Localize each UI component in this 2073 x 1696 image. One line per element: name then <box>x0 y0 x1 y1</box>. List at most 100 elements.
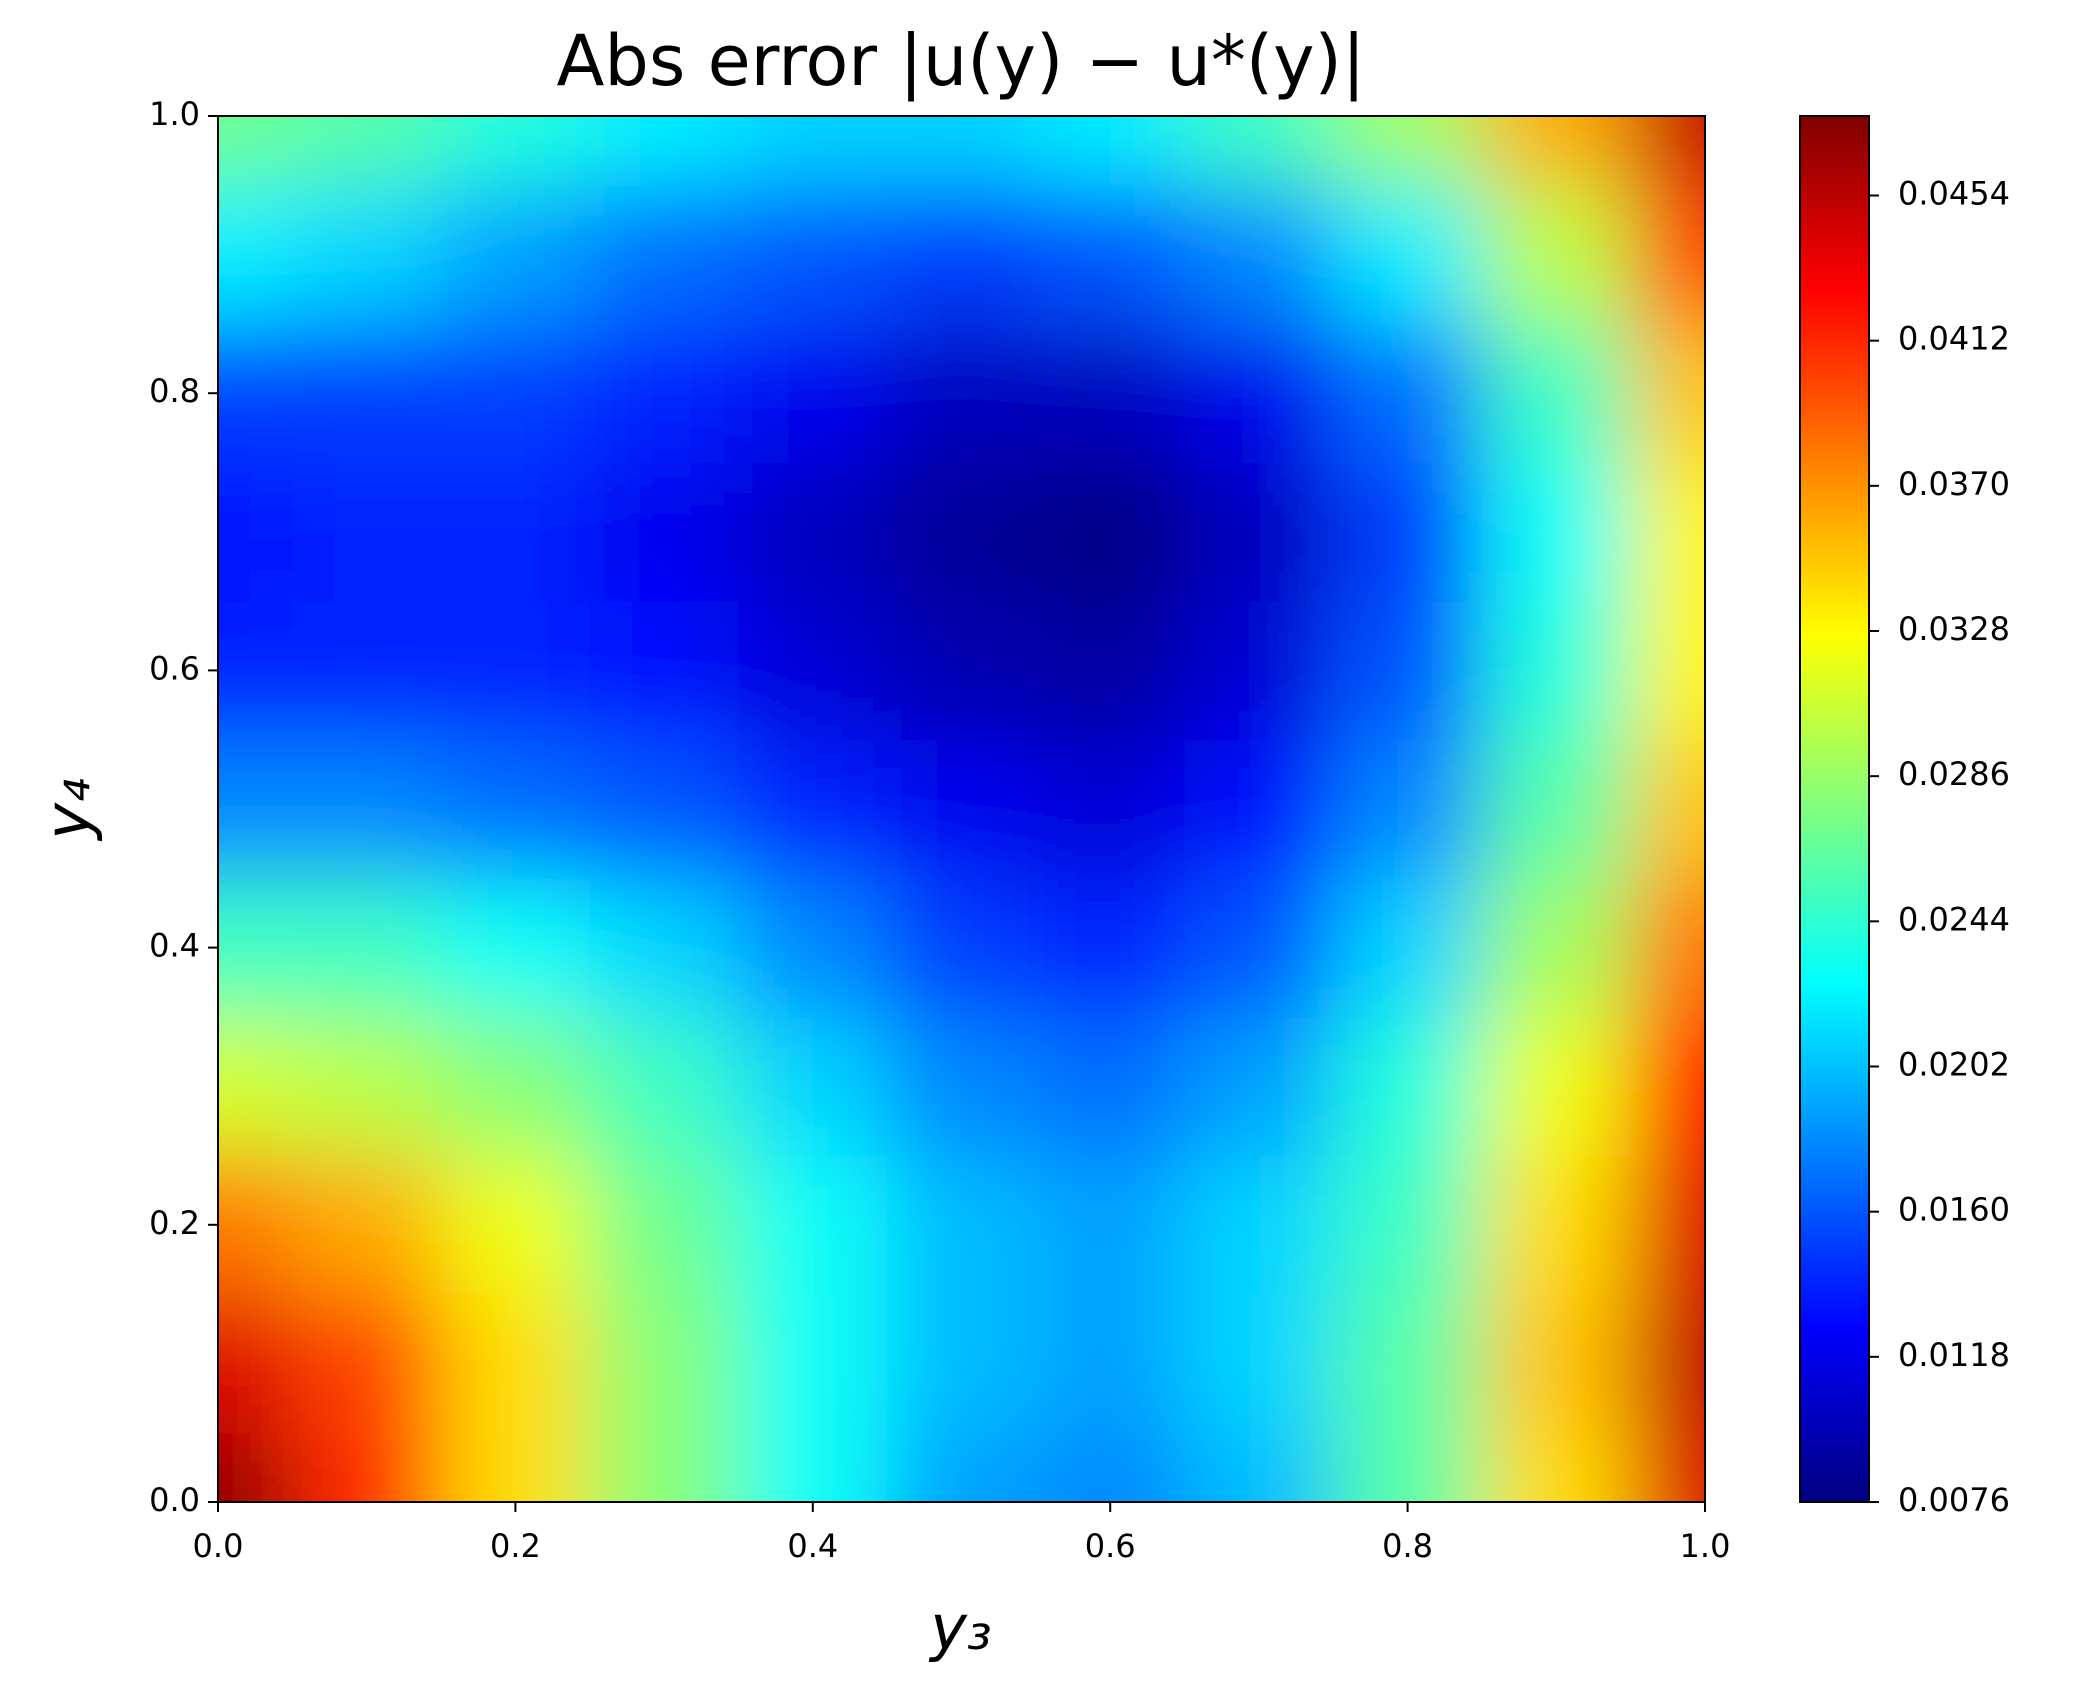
heat-cell <box>292 878 442 1018</box>
heat-cell <box>589 1155 739 1295</box>
heat-cell <box>441 462 591 602</box>
heat-cell <box>1481 185 1632 325</box>
heat-cell <box>738 323 888 463</box>
heat-cell <box>1481 1294 1632 1434</box>
heat-cell <box>589 1016 739 1156</box>
heat-cell <box>738 601 888 741</box>
heat-cell <box>1333 1294 1483 1434</box>
heat-cell <box>1630 1155 1705 1295</box>
heat-cell <box>441 116 591 186</box>
heat-cell <box>1630 323 1705 463</box>
heat-cell <box>738 1294 888 1434</box>
heat-cell <box>738 116 888 186</box>
heat-cell <box>1481 878 1632 1018</box>
x-tick-label: 0.4 <box>787 1527 838 1565</box>
heat-cell <box>589 185 739 325</box>
heat-cell <box>292 116 442 186</box>
heat-cell <box>441 1294 591 1434</box>
heat-cell <box>441 185 591 325</box>
heat-cell <box>887 1016 1037 1156</box>
heat-cell <box>1333 462 1483 602</box>
heat-cell <box>1481 601 1632 741</box>
plot-area <box>218 116 1705 1502</box>
colorbar-tick-label: 0.0412 <box>1898 320 2010 358</box>
heat-cell <box>218 739 293 879</box>
x-axis-label: y₃ <box>928 1591 992 1664</box>
heat-cell <box>1333 601 1483 741</box>
heat-cell <box>887 601 1037 741</box>
heat-cell <box>441 878 591 1018</box>
heat-cell <box>1481 1155 1632 1295</box>
heat-cell <box>292 1016 442 1156</box>
heat-cell <box>1630 878 1705 1018</box>
heat-cell <box>1481 462 1632 602</box>
heat-cell <box>441 1016 591 1156</box>
heat-cell <box>738 1155 888 1295</box>
heat-cell <box>887 1294 1037 1434</box>
heat-cell <box>1333 116 1483 186</box>
heat-cell <box>1333 1016 1483 1156</box>
heat-cell <box>218 1155 293 1295</box>
heat-cell <box>738 1432 888 1502</box>
heat-cell <box>1184 323 1334 463</box>
heat-cell <box>1035 462 1186 602</box>
colorbar-tick-label: 0.0370 <box>1898 465 2010 503</box>
heat-cell <box>1481 739 1632 879</box>
heat-cell <box>887 462 1037 602</box>
heat-cell <box>218 1016 293 1156</box>
heat-cell <box>1333 1155 1483 1295</box>
heat-cell <box>887 1155 1037 1295</box>
colorbar-tick-label: 0.0454 <box>1898 174 2010 212</box>
heat-cell <box>1035 1432 1186 1502</box>
heat-cell <box>589 116 739 186</box>
y-tick-label: 0.2 <box>149 1204 200 1242</box>
heat-cell <box>1630 601 1705 741</box>
heat-cell <box>1035 1155 1186 1295</box>
heat-cell <box>292 601 442 741</box>
heat-cell <box>589 323 739 463</box>
heat-cell <box>1035 739 1186 879</box>
heat-cell <box>1630 1016 1705 1156</box>
heat-cell <box>1184 1016 1334 1156</box>
heat-cell <box>1481 116 1632 186</box>
heat-cell <box>738 462 888 602</box>
heat-cell <box>218 185 293 325</box>
colorbar-tick-label: 0.0286 <box>1898 755 2010 793</box>
heat-cell <box>218 462 293 602</box>
heat-cell <box>1630 1294 1705 1434</box>
heat-cell <box>738 1016 888 1156</box>
heat-cell <box>441 739 591 879</box>
heat-cell <box>441 1432 591 1502</box>
x-tick-label: 0.0 <box>193 1527 244 1565</box>
heat-cell <box>1481 1432 1632 1502</box>
heat-cell <box>887 1432 1037 1502</box>
heat-cell <box>292 462 442 602</box>
y-tick-label: 0.8 <box>149 372 200 410</box>
heat-cell <box>1630 116 1705 186</box>
heat-cell <box>1630 185 1705 325</box>
heat-cell <box>1184 185 1334 325</box>
colorbar-tick-label: 0.0328 <box>1898 610 2010 648</box>
heat-cell <box>1184 116 1334 186</box>
heat-cell <box>738 878 888 1018</box>
heat-cell <box>887 185 1037 325</box>
heat-cell <box>1035 116 1186 186</box>
heat-cell <box>1333 739 1483 879</box>
heat-cell <box>441 323 591 463</box>
heat-cell <box>292 323 442 463</box>
heat-cell <box>738 739 888 879</box>
heatmap-cells <box>218 116 1705 1502</box>
colorbar-tick-label: 0.0244 <box>1898 900 2010 938</box>
heat-cell <box>589 1432 739 1502</box>
heat-cell <box>589 1294 739 1434</box>
heat-cell <box>589 601 739 741</box>
heat-cell <box>218 1294 293 1434</box>
colorbar-tick-label: 0.0076 <box>1898 1481 2010 1519</box>
heat-cell <box>1184 878 1334 1018</box>
heat-cell <box>218 1432 293 1502</box>
heat-cell <box>1035 878 1186 1018</box>
heat-cell <box>292 185 442 325</box>
axes-frame <box>217 115 1706 1503</box>
heat-cell <box>589 878 739 1018</box>
